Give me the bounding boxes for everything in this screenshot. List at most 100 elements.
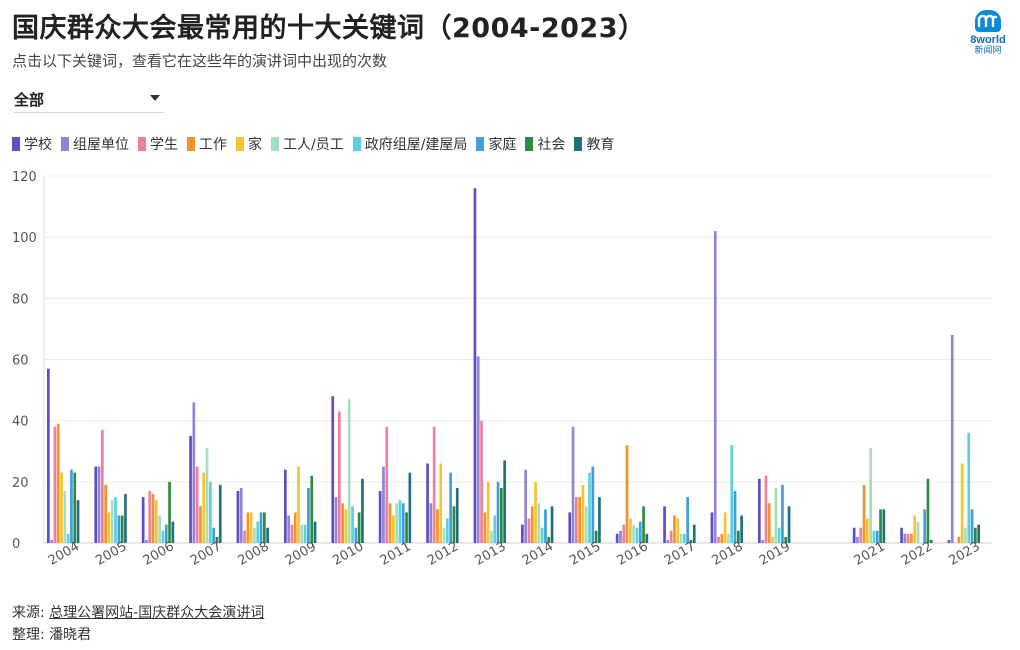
bar[interactable]: [591, 466, 595, 543]
bar[interactable]: [859, 527, 863, 543]
bar[interactable]: [771, 536, 774, 543]
bar[interactable]: [449, 472, 452, 543]
legend-item[interactable]: 学生: [138, 134, 178, 154]
bar[interactable]: [900, 527, 903, 543]
bar[interactable]: [875, 530, 879, 543]
bar[interactable]: [145, 539, 148, 543]
legend-item[interactable]: 家庭: [476, 134, 516, 154]
bar[interactable]: [635, 527, 639, 543]
bar[interactable]: [243, 530, 246, 543]
bar[interactable]: [426, 463, 429, 543]
bar[interactable]: [669, 530, 673, 543]
bar[interactable]: [107, 512, 111, 543]
bar[interactable]: [578, 497, 581, 543]
bar[interactable]: [957, 536, 961, 543]
bar[interactable]: [432, 426, 436, 543]
bar[interactable]: [300, 524, 304, 543]
bar[interactable]: [50, 539, 53, 543]
bar[interactable]: [974, 527, 977, 543]
bar[interactable]: [960, 463, 964, 543]
bar[interactable]: [727, 533, 730, 543]
bar[interactable]: [455, 487, 459, 543]
bar[interactable]: [476, 356, 480, 543]
bar[interactable]: [212, 527, 215, 543]
bar[interactable]: [767, 503, 771, 543]
bar[interactable]: [594, 530, 598, 543]
bar[interactable]: [571, 426, 575, 543]
bar[interactable]: [303, 524, 307, 543]
bar[interactable]: [550, 506, 554, 543]
bar[interactable]: [761, 539, 764, 543]
bar[interactable]: [625, 445, 629, 543]
bar[interactable]: [56, 423, 60, 543]
bar[interactable]: [307, 487, 310, 543]
bar[interactable]: [256, 521, 260, 543]
bar[interactable]: [452, 506, 456, 543]
bar[interactable]: [923, 509, 926, 543]
bar[interactable]: [246, 512, 250, 543]
bar[interactable]: [598, 497, 601, 543]
bar[interactable]: [967, 432, 971, 543]
bar[interactable]: [866, 518, 869, 543]
bar[interactable]: [66, 533, 70, 543]
bar[interactable]: [259, 512, 263, 543]
bar[interactable]: [947, 539, 951, 543]
bar[interactable]: [73, 472, 77, 543]
bar[interactable]: [161, 530, 165, 543]
bar[interactable]: [710, 512, 714, 543]
bar[interactable]: [63, 491, 67, 543]
bar[interactable]: [581, 484, 585, 543]
bar[interactable]: [199, 506, 202, 543]
bar[interactable]: [239, 487, 243, 543]
bar[interactable]: [253, 527, 256, 543]
bar[interactable]: [929, 539, 933, 543]
bar[interactable]: [385, 426, 389, 543]
bar[interactable]: [347, 399, 351, 543]
bar[interactable]: [117, 515, 121, 543]
bar[interactable]: [141, 497, 145, 543]
bar[interactable]: [313, 521, 317, 543]
bar[interactable]: [429, 503, 433, 543]
bar[interactable]: [483, 512, 487, 543]
bar[interactable]: [527, 518, 531, 543]
bar[interactable]: [209, 481, 212, 543]
bar[interactable]: [568, 512, 572, 543]
bar[interactable]: [378, 491, 382, 543]
bar[interactable]: [94, 466, 98, 543]
bar[interactable]: [524, 469, 527, 543]
brand-logo[interactable]: 8world 新闻网: [966, 10, 1010, 62]
bar[interactable]: [906, 533, 910, 543]
bar[interactable]: [446, 518, 449, 543]
bar[interactable]: [382, 466, 385, 543]
bar[interactable]: [642, 506, 645, 543]
bar[interactable]: [357, 512, 361, 543]
bar[interactable]: [104, 484, 107, 543]
bar[interactable]: [856, 536, 859, 543]
bar[interactable]: [676, 518, 680, 543]
bar[interactable]: [408, 472, 412, 543]
bar[interactable]: [110, 500, 114, 543]
bar[interactable]: [632, 524, 635, 543]
bar[interactable]: [686, 497, 689, 543]
bar[interactable]: [530, 506, 534, 543]
bar[interactable]: [547, 536, 551, 543]
bar[interactable]: [758, 478, 761, 543]
bar[interactable]: [297, 466, 300, 543]
bar[interactable]: [151, 494, 155, 543]
legend-item[interactable]: 学校: [12, 134, 52, 154]
bar[interactable]: [249, 512, 253, 543]
bar[interactable]: [584, 506, 588, 543]
bar[interactable]: [361, 478, 364, 543]
bar[interactable]: [679, 533, 683, 543]
bar[interactable]: [910, 533, 913, 543]
bar[interactable]: [781, 484, 784, 543]
bar[interactable]: [733, 491, 737, 543]
bar[interactable]: [53, 426, 57, 543]
bar[interactable]: [638, 521, 642, 543]
bar[interactable]: [473, 188, 477, 543]
bar[interactable]: [496, 481, 500, 543]
bar[interactable]: [862, 484, 866, 543]
bar[interactable]: [500, 487, 503, 543]
bar[interactable]: [310, 475, 314, 543]
bar[interactable]: [615, 533, 619, 543]
